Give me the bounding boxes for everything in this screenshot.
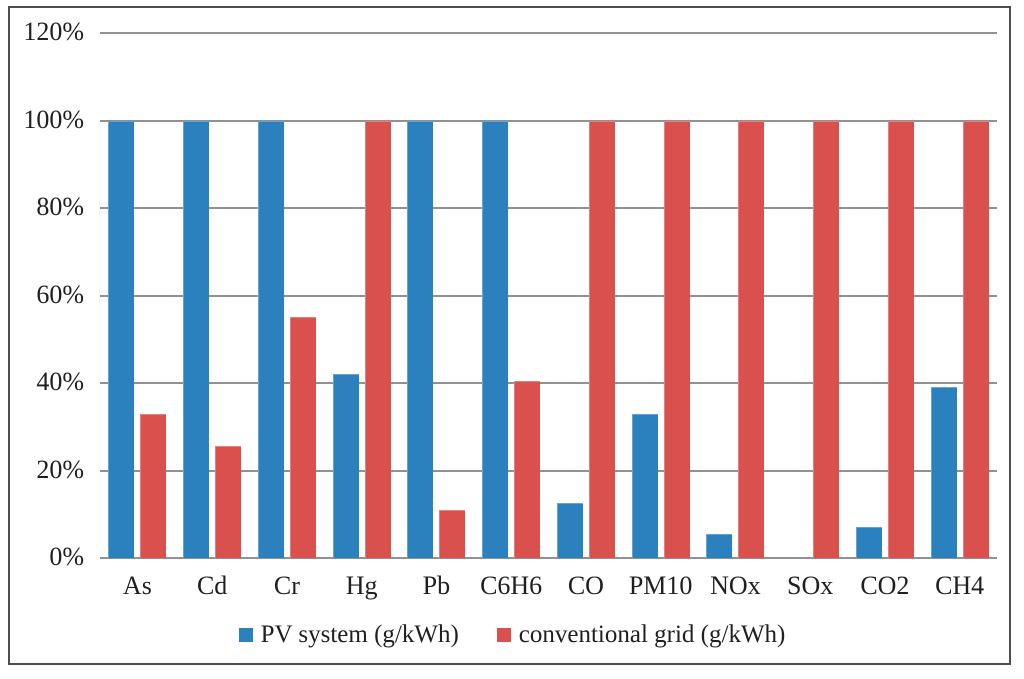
legend-label: conventional grid (g/kWh) bbox=[518, 621, 786, 648]
bar-grid-CO2 bbox=[887, 120, 914, 558]
bar-pv-Hg bbox=[332, 374, 359, 558]
bar-grid-C6H6 bbox=[514, 380, 541, 558]
y-tick-label-120: 120% bbox=[23, 17, 84, 46]
legend-swatch-icon bbox=[238, 628, 253, 642]
bar-pv-CH4 bbox=[930, 387, 957, 558]
chart-border bbox=[8, 6, 1011, 665]
x-tick-label-SOx: SOx bbox=[787, 571, 834, 600]
x-tick-label-CO2: CO2 bbox=[860, 571, 910, 600]
gridline-0 bbox=[100, 557, 997, 559]
legend-item-conventional-grid: conventional grid (g/kWh) bbox=[496, 621, 786, 649]
bar-grid-SOx bbox=[813, 120, 840, 558]
x-tick-label-PM10: PM10 bbox=[628, 571, 693, 600]
x-tick-label-Pb: Pb bbox=[422, 571, 451, 600]
bar-pv-As bbox=[108, 120, 135, 558]
bar-pv-NOx bbox=[706, 533, 733, 558]
gridline-100 bbox=[100, 119, 997, 122]
y-tick-label-20: 20% bbox=[36, 454, 84, 484]
bar-pv-CO bbox=[556, 503, 583, 558]
y-tick-label-80: 80% bbox=[36, 192, 84, 221]
x-tick-label-Cd: Cd bbox=[196, 571, 228, 600]
bar-pv-C6H6 bbox=[482, 120, 509, 558]
bar-pv-Pb bbox=[407, 120, 434, 558]
y-tick-label-0: 0% bbox=[49, 542, 84, 571]
legend: PV system (g/kWh) conventional grid (g/kW… bbox=[0, 621, 1024, 649]
y-tick-label-40: 40% bbox=[36, 367, 84, 396]
legend-label: PV system (g/kWh) bbox=[260, 621, 459, 648]
bar-pv-PM10 bbox=[631, 413, 658, 558]
y-tick-label-100: 100% bbox=[23, 104, 84, 134]
gridline-60 bbox=[100, 294, 997, 297]
x-tick-label-C6H6: C6H6 bbox=[480, 571, 543, 600]
x-tick-label-Cr: Cr bbox=[273, 571, 300, 600]
bar-grid-CH4 bbox=[962, 120, 989, 558]
gridline-40 bbox=[100, 382, 997, 384]
x-tick-label-CH4: CH4 bbox=[935, 571, 985, 600]
bar-pv-Cr bbox=[257, 120, 284, 558]
bar-pv-Cd bbox=[183, 120, 210, 558]
bar-grid-NOx bbox=[738, 120, 765, 558]
bar-grid-Hg bbox=[364, 120, 391, 558]
bar-grid-Cd bbox=[215, 446, 242, 558]
legend-swatch-icon bbox=[496, 628, 511, 642]
bar-pv-CO2 bbox=[855, 527, 882, 558]
x-tick-label-Hg: Hg bbox=[345, 571, 378, 600]
gridline-20 bbox=[100, 469, 997, 472]
gridline-120 bbox=[100, 32, 997, 34]
bar-grid-As bbox=[140, 413, 167, 558]
y-tick-label-60: 60% bbox=[36, 279, 84, 309]
legend-item-pv-system: PV system (g/kWh) bbox=[238, 621, 459, 649]
bar-grid-Pb bbox=[439, 509, 466, 558]
x-tick-label-CO: CO bbox=[567, 571, 604, 600]
bar-grid-PM10 bbox=[663, 120, 690, 558]
gridline-80 bbox=[100, 207, 997, 209]
bar-grid-Cr bbox=[289, 317, 316, 558]
x-tick-label-As: As bbox=[122, 571, 152, 600]
bar-grid-CO bbox=[588, 120, 615, 558]
x-tick-label-NOx: NOx bbox=[710, 571, 761, 600]
